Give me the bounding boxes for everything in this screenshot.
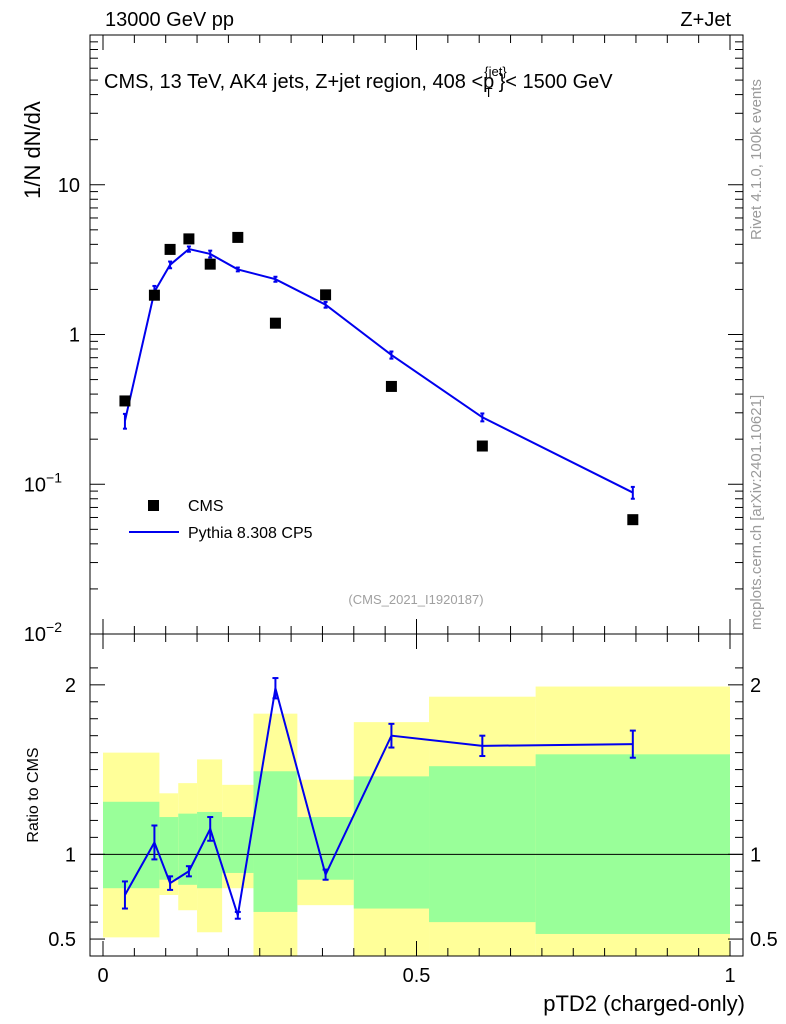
ratio-bands xyxy=(103,686,730,956)
ratio-y-tick-label-right: 1 xyxy=(750,844,761,866)
top-axes: 10 1 10−1 10−2 xyxy=(24,34,744,646)
x-tick-label: 1 xyxy=(724,965,735,987)
cms-point xyxy=(148,289,160,301)
top-y-tick-label: 10−1 xyxy=(24,469,62,496)
analysis-id: (CMS_2021_I1920187) xyxy=(348,592,483,607)
plot-title-sub: T xyxy=(485,85,493,100)
cms-point xyxy=(164,243,176,255)
y-axis-label-ratio: Ratio to CMS xyxy=(25,747,42,842)
cms-point xyxy=(476,440,488,452)
svg-text:1/N dN/dλ: 1/N dN/dλ xyxy=(20,101,45,199)
mc-line xyxy=(123,247,634,494)
cms-point xyxy=(232,231,244,243)
top-y-tick-label: 10−2 xyxy=(24,619,62,646)
x-tick-label: 0 xyxy=(97,965,108,987)
cms-point xyxy=(183,233,195,245)
cms-point xyxy=(204,258,216,270)
band-inner-9 xyxy=(535,754,730,934)
plot-title-tail: }< 1500 GeV xyxy=(499,71,614,93)
ratio-y-tick-label-right: 2 xyxy=(750,675,761,697)
legend-mc-label: Pythia 8.308 CP5 xyxy=(188,525,313,542)
band-inner-8 xyxy=(429,766,536,923)
ratio-y-tick-label: 1 xyxy=(65,844,76,866)
band-inner-2 xyxy=(178,813,198,885)
header-right: Z+Jet xyxy=(680,9,731,31)
plot-title-sup: {jet} xyxy=(484,64,507,79)
rivet-label: Rivet 4.1.0, 100k events xyxy=(748,79,765,240)
y-axis-label-top: 1/N dN/dλ xyxy=(20,101,45,199)
legend: CMS Pythia 8.308 CP5 xyxy=(129,498,313,542)
plot-title-main: CMS, 13 TeV, AK4 jets, Z+jet region, 408… xyxy=(104,71,494,93)
ratio-series xyxy=(121,677,636,920)
cms-point xyxy=(385,380,397,392)
ratio-y-tick-label: 2 xyxy=(65,675,76,697)
plot-title: CMS, 13 TeV, AK4 jets, Z+jet region, 408… xyxy=(104,64,613,100)
top-y-tick-label: 1 xyxy=(69,325,80,347)
ratio-axes: 0.5 0.5 1 1 2 2 0 0.5 1 xyxy=(48,633,778,987)
band-inner-5 xyxy=(253,771,298,912)
cms-point xyxy=(119,395,131,407)
band-inner-4 xyxy=(222,817,254,873)
header-left: 13000 GeV pp xyxy=(105,9,234,31)
ratio-y-tick-label: 0.5 xyxy=(48,929,76,951)
band-inner-0 xyxy=(103,801,160,889)
top-frame xyxy=(89,34,744,635)
x-axis-label: pTD2 (charged-only) xyxy=(543,991,745,1016)
band-inner-1 xyxy=(159,817,179,880)
top-series xyxy=(119,231,639,526)
legend-data-label: CMS xyxy=(188,498,224,515)
legend-data-marker xyxy=(148,500,159,511)
cms-point xyxy=(627,514,639,526)
cms-point xyxy=(320,289,332,301)
y-axis-label-top-text: 1/N dN/dλ xyxy=(20,101,45,199)
top-y-tick-label: 10 xyxy=(58,175,80,197)
band-inner-7 xyxy=(353,776,430,909)
cms-point xyxy=(269,317,281,329)
ratio-y-tick-label-right: 0.5 xyxy=(750,929,778,951)
x-tick-label: 0.5 xyxy=(403,965,431,987)
mcplots-label: mcplots.cern.ch [arXiv:2401.10621] xyxy=(748,395,765,630)
